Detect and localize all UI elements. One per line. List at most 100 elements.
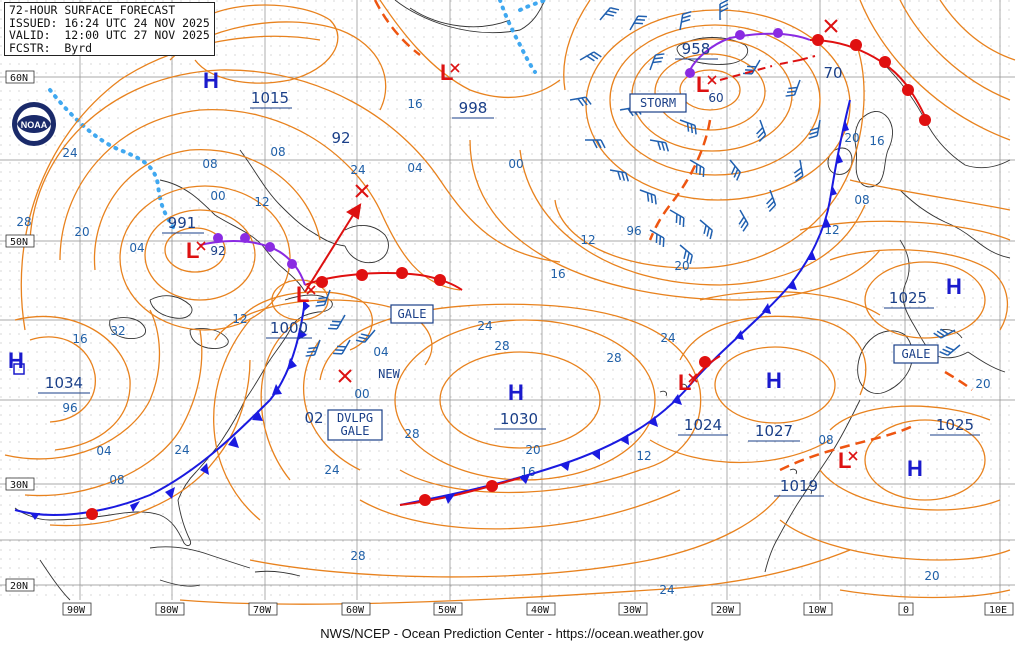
wind-barb — [679, 119, 697, 135]
isobar-label: 12 — [254, 195, 269, 209]
pressure-value: 1019 — [780, 477, 818, 495]
wind-barb — [939, 344, 961, 356]
isobar-label: 16 — [407, 97, 422, 111]
lon-label: 60W — [346, 605, 365, 616]
low-symbols: L L L L L L — [186, 60, 851, 473]
isobar-label: 20 — [924, 569, 939, 583]
isobar-label: 28 — [404, 427, 419, 441]
forecast-x-markers — [338, 19, 838, 383]
wind-barb — [808, 119, 821, 140]
isobar-label: 20 — [844, 131, 859, 145]
lat-label-60n: 60N — [10, 73, 28, 84]
isobar-label: 24 — [477, 319, 492, 333]
isobar-label: 00 — [210, 189, 225, 203]
value-underlines — [38, 58, 980, 497]
low-symbol-958: L — [696, 72, 709, 97]
wind-barb — [933, 328, 956, 339]
isobar-label: 20 — [525, 443, 540, 457]
low-symbol-998: L — [440, 60, 453, 85]
cold-front-pips — [30, 120, 849, 520]
isobar-label: 12 — [636, 449, 651, 463]
high-x-mark-1034 — [13, 363, 25, 375]
forecast-header: 72-HOUR SURFACE FORECAST ISSUED: 16:24 UT… — [4, 2, 215, 56]
isobar-label: 32 — [110, 324, 125, 338]
low-symbol-1019: L — [838, 448, 851, 473]
wind-barb — [766, 189, 777, 213]
lon-label: 0 — [903, 605, 909, 616]
wind-barb — [649, 139, 670, 152]
grid-dots — [0, 0, 1015, 600]
isobar-label: 08 — [818, 433, 833, 447]
wind-barb — [699, 219, 713, 240]
warning-dvlpg-gale: GALE — [341, 424, 370, 438]
high-symbol-1034: H — [8, 348, 24, 373]
pressure-values: 1015 998 958 70 991 1000 1034 1030 1024 … — [45, 40, 974, 495]
lon-label: 20W — [716, 605, 735, 616]
pressure-value: 1030 — [500, 410, 538, 428]
isobar-label: 24 — [174, 443, 189, 457]
high-symbol-1015: H — [203, 68, 219, 93]
wind-barb — [649, 229, 665, 247]
isobar-label: 16 — [550, 267, 565, 281]
lon-label: 10W — [808, 605, 827, 616]
isobar-label: 00 — [508, 157, 523, 171]
isobar-label: 16 — [72, 332, 87, 346]
wind-barb — [629, 15, 647, 31]
low-symbol-991: L — [186, 238, 199, 263]
pressure-value: 991 — [168, 214, 197, 232]
pressure-value: 70 — [823, 64, 842, 82]
noaa-logo-text: NOAA — [21, 120, 48, 130]
lat-label-30n: 30N — [10, 480, 28, 491]
isobar-label: 00 — [354, 387, 369, 401]
low-x-marks — [196, 63, 858, 461]
isobar-label: 96 — [62, 401, 77, 415]
wind-barb — [738, 209, 749, 232]
lat-labels: 60N 50N 30N 20N — [5, 70, 35, 592]
wind-barbs — [305, 0, 961, 357]
high-symbols: H H H H H H — [8, 68, 962, 481]
isobar-label: 28 — [606, 351, 621, 365]
wind-barb — [639, 189, 657, 205]
pressure-value: 1027 — [755, 422, 793, 440]
wind-barb — [579, 51, 602, 62]
isobar-label: 28 — [16, 215, 31, 229]
pressure-value: 92 — [331, 129, 350, 147]
isobar-label: 24 — [350, 163, 365, 177]
wind-barb — [729, 159, 741, 181]
wind-barb — [569, 96, 592, 107]
isobar-label: 24 — [660, 331, 675, 345]
high-symbol-1025-north: H — [946, 274, 962, 299]
valid-time: VALID: 12:00 UTC 27 NOV 2025 — [9, 28, 210, 42]
footer-credit: NWS/NCEP - Ocean Prediction Center - htt… — [320, 626, 704, 641]
low-symbol-1000: L — [296, 282, 309, 307]
forecaster: FCSTR: Byrd — [9, 40, 93, 55]
isobar-label: 24 — [659, 583, 674, 597]
wind-barb — [689, 159, 705, 177]
isobar-label: 08 — [270, 145, 285, 159]
warning-gale-west: GALE — [398, 307, 427, 321]
pressure-value: 60 — [708, 91, 723, 105]
lon-label: 10E — [989, 605, 1007, 616]
warning-boxes: STORM GALE GALE DVLPG GALE NEW — [327, 93, 939, 441]
isobar-label: 04 — [407, 161, 422, 175]
wind-barb — [793, 159, 804, 182]
pressure-value: 958 — [682, 40, 711, 58]
pressure-value: 02 — [304, 409, 323, 427]
isobar-label: 12 — [232, 312, 247, 326]
pressure-value: 998 — [459, 99, 488, 117]
isobar-label: 04 — [129, 241, 144, 255]
wind-barb — [785, 79, 801, 97]
pressure-value: 1024 — [684, 416, 722, 434]
lon-label: 80W — [160, 605, 179, 616]
isobar-label: 08 — [109, 473, 124, 487]
wind-barb — [315, 289, 331, 307]
lat-label-20n: 20N — [10, 581, 28, 592]
pressure-value: 92 — [210, 244, 225, 258]
low-symbol-1024: L — [678, 370, 691, 395]
isobar-label: 28 — [494, 339, 509, 353]
warning-dvlpg: DVLPG — [337, 411, 373, 425]
ice-edge — [48, 0, 547, 232]
warning-gale-east: GALE — [902, 347, 931, 361]
lon-label: 40W — [531, 605, 550, 616]
wind-barb — [756, 119, 767, 143]
